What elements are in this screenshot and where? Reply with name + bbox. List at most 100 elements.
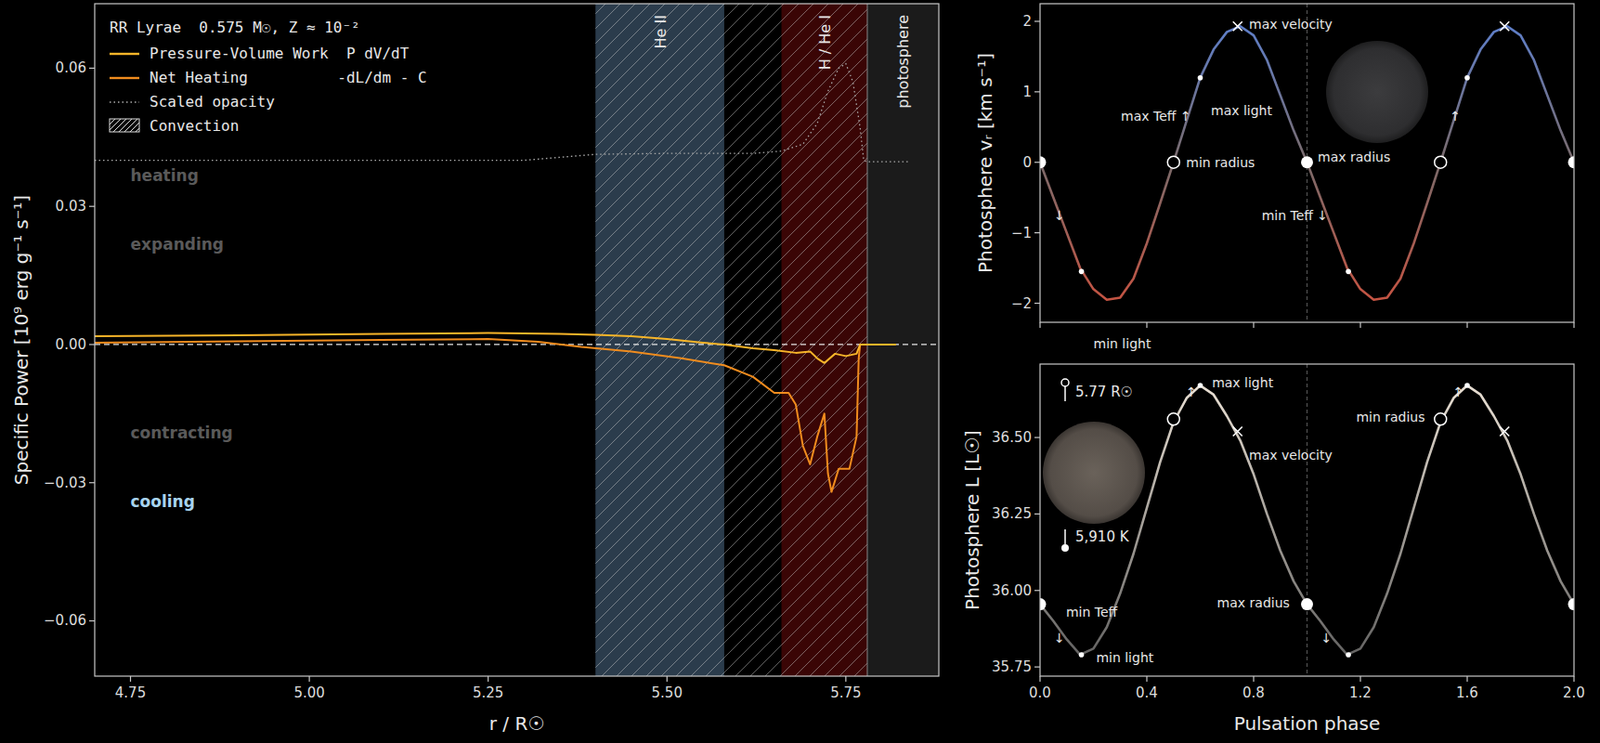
event-marker [1499,426,1509,436]
y-tick-label: 1 [1022,83,1032,101]
region-band [867,3,939,677]
x-tick [1573,322,1574,328]
band-label: H / He I [816,14,834,70]
event-marker [1040,156,1047,169]
legend-label: Scaled opacity [149,92,275,111]
event-label: max velocity [1248,447,1333,463]
event-label: max radius [1317,149,1391,165]
radius-indicator [1061,378,1069,387]
band-edge [866,3,868,677]
y-tick-label: −2 [1011,295,1032,313]
x-axis-title: Pulsation phase [1234,712,1381,735]
series-line [94,63,911,162]
y-tick-label: 36.50 [991,429,1032,446]
y-tick-label: 0.03 [55,197,87,215]
event-label: max velocity [1248,16,1333,32]
y-axis-title: Specific Power [10⁹ erg g⁻¹ s⁻¹] [10,195,33,485]
x-tick [1252,676,1254,682]
y-axis-title: Photosphere L [L☉] [961,429,984,611]
x-tick-label: 0.0 [1028,684,1052,702]
convection-zone [595,3,868,677]
y-tick [1034,91,1041,92]
region-label: heating [130,166,199,185]
radius-label: 5.77 R☉ [1075,383,1133,401]
event-marker [1233,21,1243,31]
x-tick-label: 0.4 [1135,684,1158,702]
event-marker [1197,382,1204,389]
event-label: max radius [1217,595,1290,611]
legend-label: Convection [149,117,239,135]
x-tick [1466,322,1468,328]
y-tick [89,343,95,345]
y-tick [1034,666,1041,668]
event-label: max Teff ↑ [1120,108,1192,124]
x-tick-label: 4.75 [115,684,146,702]
x-tick-label: 5.25 [472,684,504,702]
y-tick-label: 36.00 [991,582,1032,599]
series-line [1040,385,1574,655]
event-label: ↓ [1320,630,1332,646]
x-tick [666,676,668,682]
x-tick-label: 5.75 [830,684,861,702]
event-label: max light [1211,375,1274,391]
event-label: ↑ [1452,384,1464,400]
zero-line [94,343,939,345]
event-label: min Teff [1066,604,1119,620]
event-label: min radius [1355,409,1425,425]
band-label: He II [651,14,670,49]
frame [1040,3,1574,323]
y-tick-label: 36.25 [991,505,1032,522]
x-tick-label: 5.00 [293,684,325,702]
y-tick [89,620,95,622]
y-tick [89,67,95,69]
event-marker [1499,21,1509,31]
event-marker [1464,382,1470,389]
x-tick [1359,322,1361,328]
y-tick [89,481,95,483]
legend: RR Lyrae 0.575 M☉, Z ≈ 10⁻²Pressure-Volu… [109,18,428,135]
x-tick [1359,676,1361,682]
y-tick [1034,302,1041,304]
x-tick [130,676,131,682]
y-tick-label: 0 [1022,154,1032,171]
x-tick [487,676,489,682]
plot-area [1040,3,1574,323]
event-marker [1197,75,1204,81]
series-line [94,333,897,364]
event-label: max light [1210,103,1273,118]
event-marker [1167,413,1180,426]
y-tick [1034,232,1041,234]
y-tick-label: 0.06 [55,59,87,77]
y-tick [89,206,95,208]
frame [94,3,939,677]
event-label: ↑ [1449,108,1461,124]
y-tick-label: 2 [1022,13,1032,30]
x-tick-label: 5.50 [651,684,683,702]
event-label: min radius [1185,155,1255,170]
event-marker [1079,269,1085,275]
event-marker [1233,426,1243,436]
event-marker [1568,598,1575,611]
event-label: ↑ [1185,384,1197,400]
event-marker [1345,269,1352,275]
plot-area [94,3,939,677]
event-marker [1167,156,1180,169]
star-disk [1326,40,1429,144]
y-axis-title: Photosphere vᵣ [km s⁻¹] [974,52,997,274]
plot-area [1040,364,1574,677]
region-label: contracting [130,423,234,443]
y-tick [1034,589,1041,591]
event-label: min light [1093,336,1152,352]
event-marker [1464,75,1470,81]
x-tick [1039,676,1041,682]
event-marker [1434,156,1447,169]
x-tick-label: 1.2 [1349,684,1372,702]
series-line [94,338,897,493]
event-marker [1434,413,1447,426]
y-tick-label: 0.00 [55,336,87,353]
region-label: cooling [130,492,196,511]
legend-swatch [109,77,140,79]
event-label: ↓ [1053,208,1066,223]
x-tick-label: 1.6 [1456,684,1479,702]
y-tick [1034,436,1041,438]
